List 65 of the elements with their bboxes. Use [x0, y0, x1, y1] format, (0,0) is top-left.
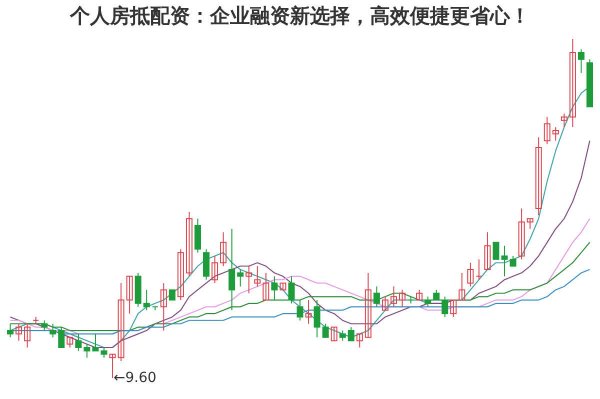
candlestick [552, 126, 559, 142]
candlestick [442, 296, 448, 318]
candlestick [168, 289, 176, 301]
candlestick [467, 262, 474, 287]
candlestick [50, 323, 56, 338]
candlestick [458, 272, 466, 301]
candlestick [416, 289, 423, 301]
candlestick [305, 300, 312, 324]
candlestick [433, 289, 440, 301]
candlestick [535, 136, 542, 216]
candlestick [399, 289, 406, 308]
candlestick [212, 255, 218, 284]
candlestick [382, 296, 388, 311]
candlestick [330, 326, 338, 342]
candlestick [177, 248, 184, 301]
candlestick [7, 323, 14, 338]
candlestick [118, 282, 124, 362]
candlestick [526, 218, 534, 230]
candlestick [296, 300, 304, 321]
candlestick [203, 248, 210, 280]
candlestick [450, 300, 457, 318]
candlestick [66, 336, 74, 348]
candlestick [510, 255, 516, 267]
candlestick [58, 326, 65, 348]
candlestick [484, 232, 491, 270]
candlestick [160, 282, 167, 332]
candlestick [390, 286, 397, 308]
candlestick [518, 208, 525, 260]
candlestick [109, 354, 116, 378]
candlestick [544, 116, 550, 145]
candlestick [578, 48, 584, 74]
candlestick [262, 272, 270, 301]
candlestick [476, 258, 482, 280]
candlestick [373, 286, 380, 308]
candlestick [356, 333, 363, 348]
candlestick [41, 320, 48, 332]
candlestick [100, 346, 108, 358]
candlestick [288, 276, 295, 304]
candlestick [364, 272, 372, 338]
candlestick [501, 245, 508, 277]
candlestick [492, 242, 500, 260]
candlestick [186, 211, 192, 277]
candlestick [126, 276, 133, 314]
candlestick [75, 333, 82, 352]
candlestick [254, 266, 261, 287]
chart-title: 个人房抵配资：企业融资新选择，高效便捷更省心！ [69, 4, 530, 28]
candlestick [220, 232, 227, 267]
candlestick [424, 296, 432, 308]
candlestick [339, 330, 346, 342]
candlestick [92, 333, 99, 352]
candlestick [237, 269, 244, 287]
candlestick [84, 344, 90, 358]
candlestick [569, 38, 576, 128]
candlestick [24, 323, 31, 348]
candlestick [348, 326, 354, 342]
candlestick [194, 218, 201, 254]
candlestick [314, 300, 320, 338]
candlestick [16, 323, 22, 342]
candlestick [322, 323, 329, 338]
candlestick [560, 113, 568, 128]
candlestick [143, 289, 150, 311]
annotation: ←9.60 [114, 370, 156, 386]
candlestick [228, 228, 236, 311]
candlestick [271, 276, 278, 301]
candlestick [246, 266, 252, 294]
